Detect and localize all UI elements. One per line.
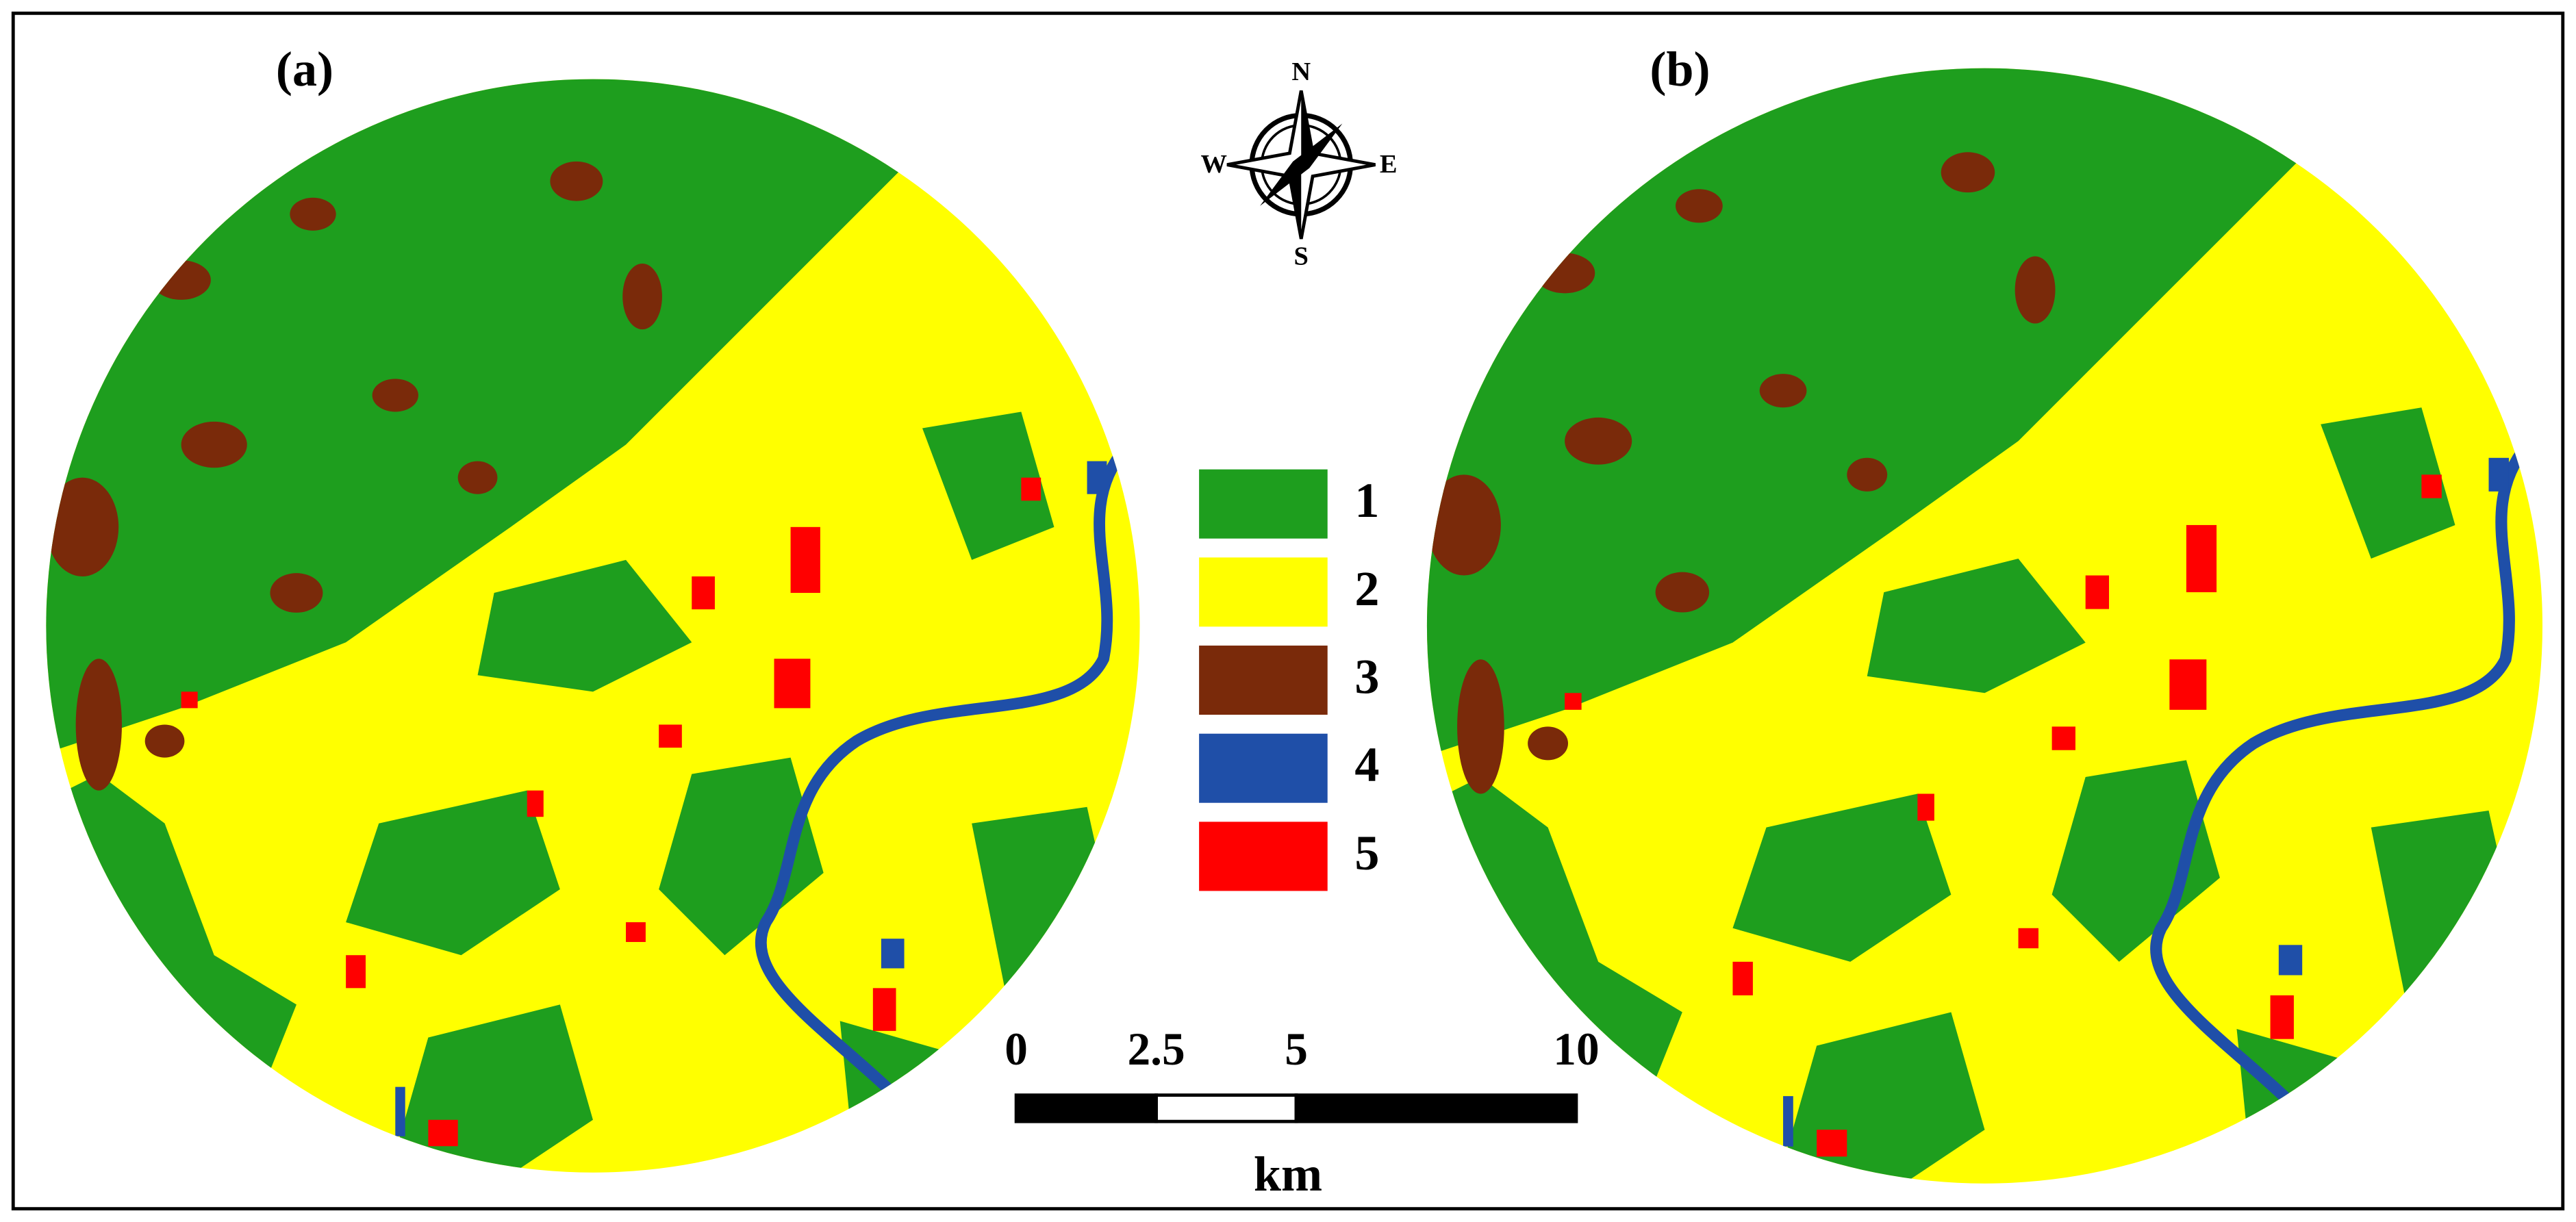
panel-label: (b) bbox=[1650, 42, 1710, 97]
scale-segment bbox=[1014, 1093, 1158, 1123]
map-a bbox=[33, 66, 1153, 1186]
compass-north: N bbox=[1291, 58, 1311, 86]
compass-west: W bbox=[1201, 150, 1227, 179]
legend-swatch bbox=[1199, 557, 1328, 627]
panel-label: (a) bbox=[276, 42, 333, 97]
scale-tick-label: 2.5 bbox=[1127, 1023, 1185, 1075]
legend-swatch bbox=[1199, 646, 1328, 715]
frame bbox=[11, 11, 2565, 1211]
legend-label: 5 bbox=[1354, 826, 1379, 880]
legend: 1 2 3 4 5 bbox=[1199, 469, 1379, 891]
scale-tick-label: 5 bbox=[1285, 1023, 1308, 1075]
legend-swatch bbox=[1199, 469, 1328, 539]
compass-south: S bbox=[1294, 242, 1309, 271]
compass: N S E W bbox=[1201, 58, 1398, 270]
scale-unit: km bbox=[1254, 1147, 1322, 1201]
scale-tick-label: 10 bbox=[1553, 1023, 1599, 1075]
scale-segment bbox=[1294, 1093, 1578, 1123]
legend-swatch bbox=[1199, 822, 1328, 891]
scale-segment bbox=[1154, 1093, 1298, 1123]
legend-swatch bbox=[1199, 733, 1328, 803]
compass-east: E bbox=[1380, 150, 1398, 179]
scale-tick-label: 0 bbox=[1005, 1023, 1028, 1075]
legend-label: 2 bbox=[1354, 561, 1379, 616]
legend-label: 1 bbox=[1354, 473, 1379, 528]
legend-label: 4 bbox=[1354, 737, 1379, 792]
scale-bar: 0 2.5 5 10 bbox=[1005, 1023, 1600, 1123]
legend-label: 3 bbox=[1354, 649, 1379, 704]
